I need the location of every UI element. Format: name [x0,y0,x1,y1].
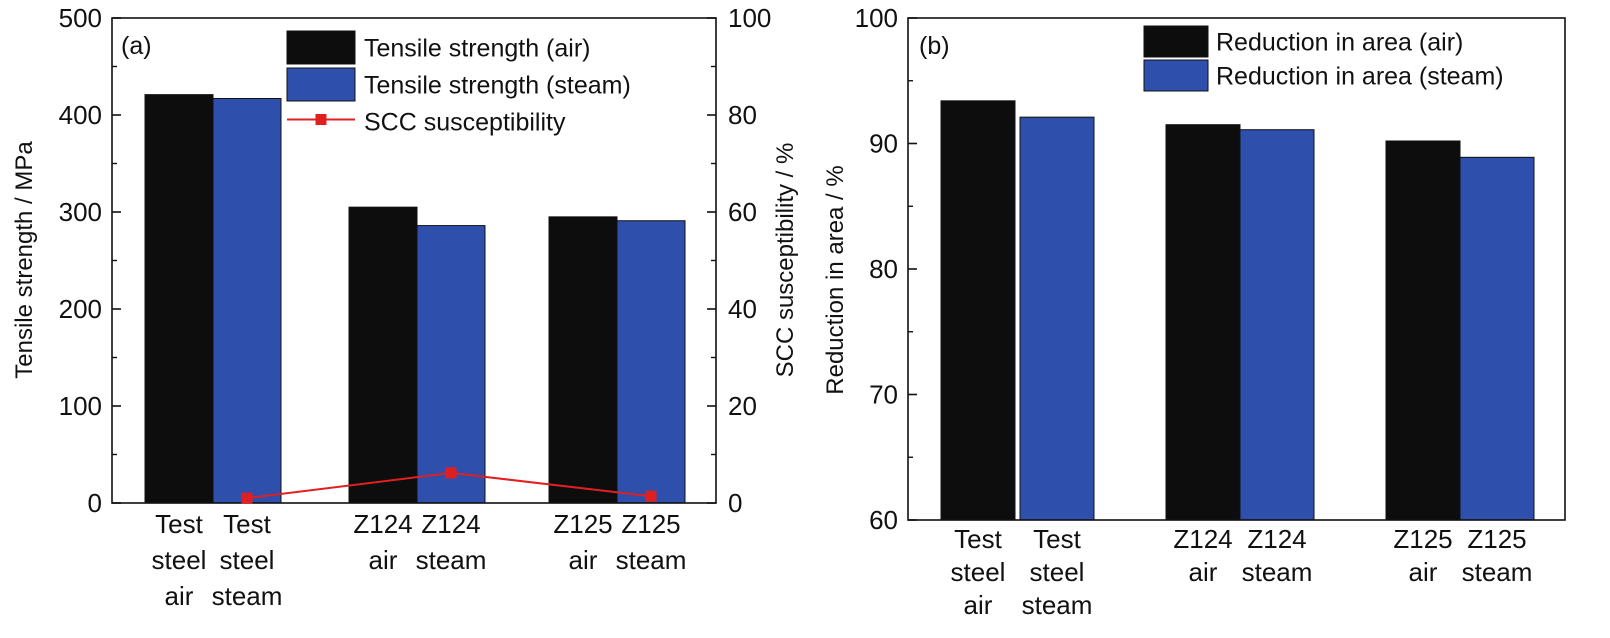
x-tick-label: air [964,590,993,620]
x-tick-label: air [1409,557,1438,587]
x-tick-label: steam [1462,557,1533,587]
legend-swatch-steam [1143,59,1209,92]
y-tick-label: 500 [59,3,102,33]
x-tick-label: Test [1033,524,1081,554]
y-tick-label: 0 [88,488,102,518]
y-tick-label: 70 [869,380,898,410]
x-tick-label: Test [954,524,1002,554]
y2-tick-label: 20 [728,391,757,421]
y-axis-label: Tensile strength / MPa [11,141,38,379]
x-tick-label: steel [152,545,207,575]
legend-swatch-air [1143,25,1209,58]
y2-tick-label: 40 [728,294,757,324]
x-tick-label: steel [1030,557,1085,587]
bar-steam-5 [1459,156,1535,521]
bar-steam-3 [416,225,486,504]
x-tick-label: Z125 [1393,524,1452,554]
y-tick-label: 100 [855,3,898,33]
y-tick-label: 200 [59,294,102,324]
y-tick-label: 300 [59,197,102,227]
x-tick-label: Test [155,509,203,539]
x-tick-label: air [569,545,598,575]
x-tick-label: steam [212,581,283,611]
legend-label: Reduction in area (steam) [1216,63,1504,91]
y-tick-label: 60 [869,505,898,535]
legend-label: Reduction in area (air) [1216,29,1463,57]
x-tick-label: steel [220,545,275,575]
x-tick-label: air [369,545,398,575]
bar-steam-1 [1019,116,1095,521]
x-tick-label: Test [223,509,271,539]
x-tick-label: Z124 [421,509,480,539]
y2-tick-label: 100 [728,3,771,33]
bar-steam-5 [616,220,686,504]
x-tick-label: steam [1242,557,1313,587]
panel-label: (b) [919,32,950,60]
x-tick-label: Z124 [353,509,412,539]
panel-label: (a) [121,32,152,60]
chart-panel-a: 0 100 200 300 400 500 0 20 40 60 80 100 SCC suscepti… [11,3,799,611]
y-tick-label: 100 [59,391,102,421]
bar-air-0 [940,100,1016,521]
x-tick-label: air [1189,557,1218,587]
bar-steam-1 [212,98,282,504]
legend-swatch-air [286,30,356,65]
bar-air-2 [1165,124,1241,521]
y2-axis-label: SCC susceptibility / % [772,143,799,378]
x-tick-label: Z125 [553,509,612,539]
y-tick-label: 400 [59,100,102,130]
bar-steam-3 [1239,129,1315,521]
legend-label: Tensile strength (air) [364,35,590,63]
y2-tick-label: 60 [728,197,757,227]
legend-label: SCC susceptibility [364,109,566,137]
x-tick-label: Z124 [1247,524,1306,554]
bar-air-4 [1385,140,1461,521]
legend-swatch-steam [286,67,356,102]
y2-tick-label: 80 [728,100,757,130]
x-tick-label: steel [951,557,1006,587]
bar-air-4 [548,216,618,504]
x-tick-label: Z124 [1173,524,1232,554]
y-tick-label: 80 [869,254,898,284]
bar-air-0 [144,94,214,504]
legend-label: Tensile strength (steam) [364,72,631,100]
scc-marker [241,492,253,504]
x-tick-label: air [165,581,194,611]
x-tick-label: steam [616,545,687,575]
y-axis-label: Reduction in area / % [822,165,849,394]
x-tick-label: steam [1022,590,1093,620]
x-tick-label: steam [416,545,487,575]
scc-marker [445,467,457,479]
x-tick-label: Z125 [621,509,680,539]
y2-tick-label: 0 [728,488,742,518]
scc-marker [645,490,657,502]
y-tick-label: 90 [869,129,898,159]
bar-air-2 [348,206,418,504]
x-tick-label: Z125 [1467,524,1526,554]
legend-marker-scc [315,114,327,125]
